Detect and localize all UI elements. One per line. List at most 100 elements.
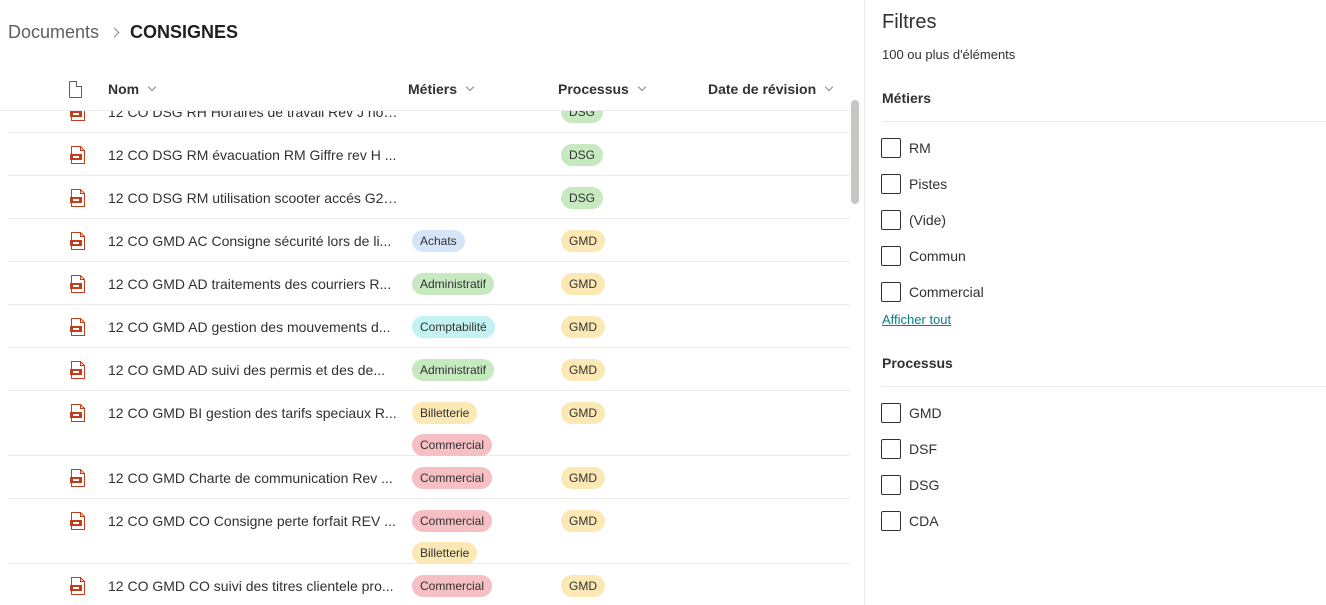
checkbox[interactable] [881, 403, 901, 423]
metier-tag: Billetterie [412, 402, 478, 424]
divider [882, 121, 1326, 122]
document-name-link[interactable]: 12 CO GMD AD traitements des courriers R… [108, 276, 392, 292]
column-header-label: Date de révision [708, 81, 817, 97]
metier-tag: Billetterie [412, 542, 478, 564]
filters-pane: Filtres 100 ou plus d'éléments Métiers R… [864, 0, 1326, 605]
checkbox[interactable] [881, 439, 901, 459]
column-header-processus[interactable]: Processus [558, 81, 647, 97]
checkbox[interactable] [881, 282, 901, 302]
filter-option[interactable]: Commun [881, 246, 966, 266]
metier-tag: Comptabilité [412, 316, 495, 338]
document-name-link[interactable]: 12 CO DSG RM utilisation scooter accés G… [108, 190, 398, 206]
pdf-file-icon [70, 146, 86, 164]
table-row[interactable]: 12 CO GMD AD traitements des courriers R… [8, 262, 850, 305]
filter-option-label: (Vide) [909, 212, 947, 228]
filter-option[interactable]: DSG [881, 475, 939, 495]
filter-option[interactable]: (Vide) [881, 210, 946, 230]
document-name-link[interactable]: 12 CO GMD AD gestion des mouvements d... [108, 319, 391, 335]
document-name-link[interactable]: 12 CO GMD BI gestion des tarifs speciaux… [108, 405, 397, 421]
pdf-file-icon [70, 189, 86, 207]
checkbox[interactable] [881, 511, 901, 531]
item-count: 100 ou plus d'éléments [882, 47, 1016, 62]
table-row[interactable]: 12 CO GMD CO suivi des titres clientele … [8, 564, 850, 605]
processus-tag: GMD [561, 402, 605, 424]
chevron-down-icon [147, 82, 157, 92]
table-row[interactable]: 12 CO GMD Charte de communication Rev ..… [8, 456, 850, 499]
pdf-file-icon [70, 275, 86, 293]
document-name-link[interactable]: 12 CO GMD AC Consigne sécurité lors de l… [108, 233, 392, 249]
column-header-label: Nom [108, 81, 140, 97]
pdf-file-icon [70, 512, 86, 530]
chevron-right-icon [109, 27, 120, 38]
pdf-file-icon [70, 404, 86, 422]
filter-option-label: CDA [909, 513, 939, 529]
table-row[interactable]: 12 CO GMD AC Consigne sécurité lors de l… [8, 219, 850, 262]
document-rows: 12 CO DSG RH Horaires de travail Rev J n… [8, 91, 850, 605]
processus-tag: GMD [561, 467, 605, 489]
filter-option[interactable]: RM [881, 138, 931, 158]
table-row[interactable]: 12 CO DSG RM évacuation RM Giffre rev H … [8, 133, 850, 176]
pdf-file-icon [70, 577, 86, 595]
table-row[interactable]: 12 CO GMD CO Consigne perte forfait REV … [8, 499, 850, 564]
column-header-nom[interactable]: Nom [108, 81, 157, 97]
pdf-file-icon [70, 318, 86, 336]
checkbox[interactable] [881, 174, 901, 194]
document-name-link[interactable]: 12 CO GMD CO Consigne perte forfait REV … [108, 513, 396, 529]
document-list-pane: Documents CONSIGNES 12 CO DSG RH Horaire… [0, 22, 859, 605]
table-row[interactable]: 12 CO GMD AD suivi des permis et des de.… [8, 348, 850, 391]
filter-option[interactable]: DSF [881, 439, 937, 459]
processus-tag: GMD [561, 510, 605, 532]
vertical-scrollbar[interactable] [851, 100, 859, 204]
metier-tag: Commercial [412, 575, 493, 597]
divider [882, 386, 1326, 387]
processus-tag: GMD [561, 575, 605, 597]
column-header-label: Métiers [408, 81, 458, 97]
column-header-date-revision[interactable]: Date de révision [708, 81, 834, 97]
metiers-filter-title: Métiers [882, 90, 932, 106]
chevron-down-icon [465, 82, 475, 92]
breadcrumb: Documents CONSIGNES [8, 22, 238, 43]
checkbox[interactable] [881, 246, 901, 266]
filters-title: Filtres [882, 11, 937, 33]
checkbox[interactable] [881, 138, 901, 158]
filter-option[interactable]: CDA [881, 511, 939, 531]
column-header-metiers[interactable]: Métiers [408, 81, 475, 97]
pdf-file-icon [70, 469, 86, 487]
processus-tag: GMD [561, 273, 605, 295]
file-type-icon[interactable] [69, 80, 83, 98]
pdf-file-icon [70, 361, 86, 379]
document-name-link[interactable]: 12 CO GMD CO suivi des titres clientele … [108, 578, 394, 594]
document-name-link[interactable]: 12 CO DSG RM évacuation RM Giffre rev H … [108, 147, 397, 163]
processus-tag: DSG [561, 187, 604, 209]
processus-tag: DSG [561, 144, 604, 166]
filter-option[interactable]: Pistes [881, 174, 947, 194]
table-row[interactable]: 12 CO GMD BI gestion des tarifs speciaux… [8, 391, 850, 456]
document-name-link[interactable]: 12 CO GMD AD suivi des permis et des de.… [108, 362, 385, 378]
checkbox[interactable] [881, 210, 901, 230]
metier-tag: Commercial [412, 510, 493, 532]
filter-option-label: DSF [909, 441, 937, 457]
table-row[interactable]: 12 CO GMD AD gestion des mouvements d...… [8, 305, 850, 348]
pdf-file-icon [70, 232, 86, 250]
processus-tag: GMD [561, 230, 605, 252]
table-row[interactable]: 12 CO DSG RM utilisation scooter accés G… [8, 176, 850, 219]
checkbox[interactable] [881, 475, 901, 495]
breadcrumb-documents[interactable]: Documents [8, 22, 100, 42]
chevron-down-icon [637, 82, 647, 92]
metier-tag: Administratif [412, 273, 495, 295]
filter-option-label: GMD [909, 405, 942, 421]
document-name-link[interactable]: 12 CO GMD Charte de communication Rev ..… [108, 470, 393, 486]
filter-option-label: Commercial [909, 284, 984, 300]
filter-option-label: RM [909, 140, 931, 156]
column-header: Nom Métiers Processus Date de révision [0, 70, 850, 111]
column-header-label: Processus [558, 81, 629, 97]
filter-option[interactable]: Commercial [881, 282, 984, 302]
processus-filter-title: Processus [882, 355, 953, 371]
chevron-down-icon [824, 82, 834, 92]
processus-tag: GMD [561, 316, 605, 338]
filter-option[interactable]: GMD [881, 403, 942, 423]
breadcrumb-current: CONSIGNES [130, 22, 239, 42]
filter-option-label: Pistes [909, 176, 948, 192]
metier-tag: Commercial [412, 467, 493, 489]
show-all-link[interactable]: Afficher tout [882, 312, 952, 327]
